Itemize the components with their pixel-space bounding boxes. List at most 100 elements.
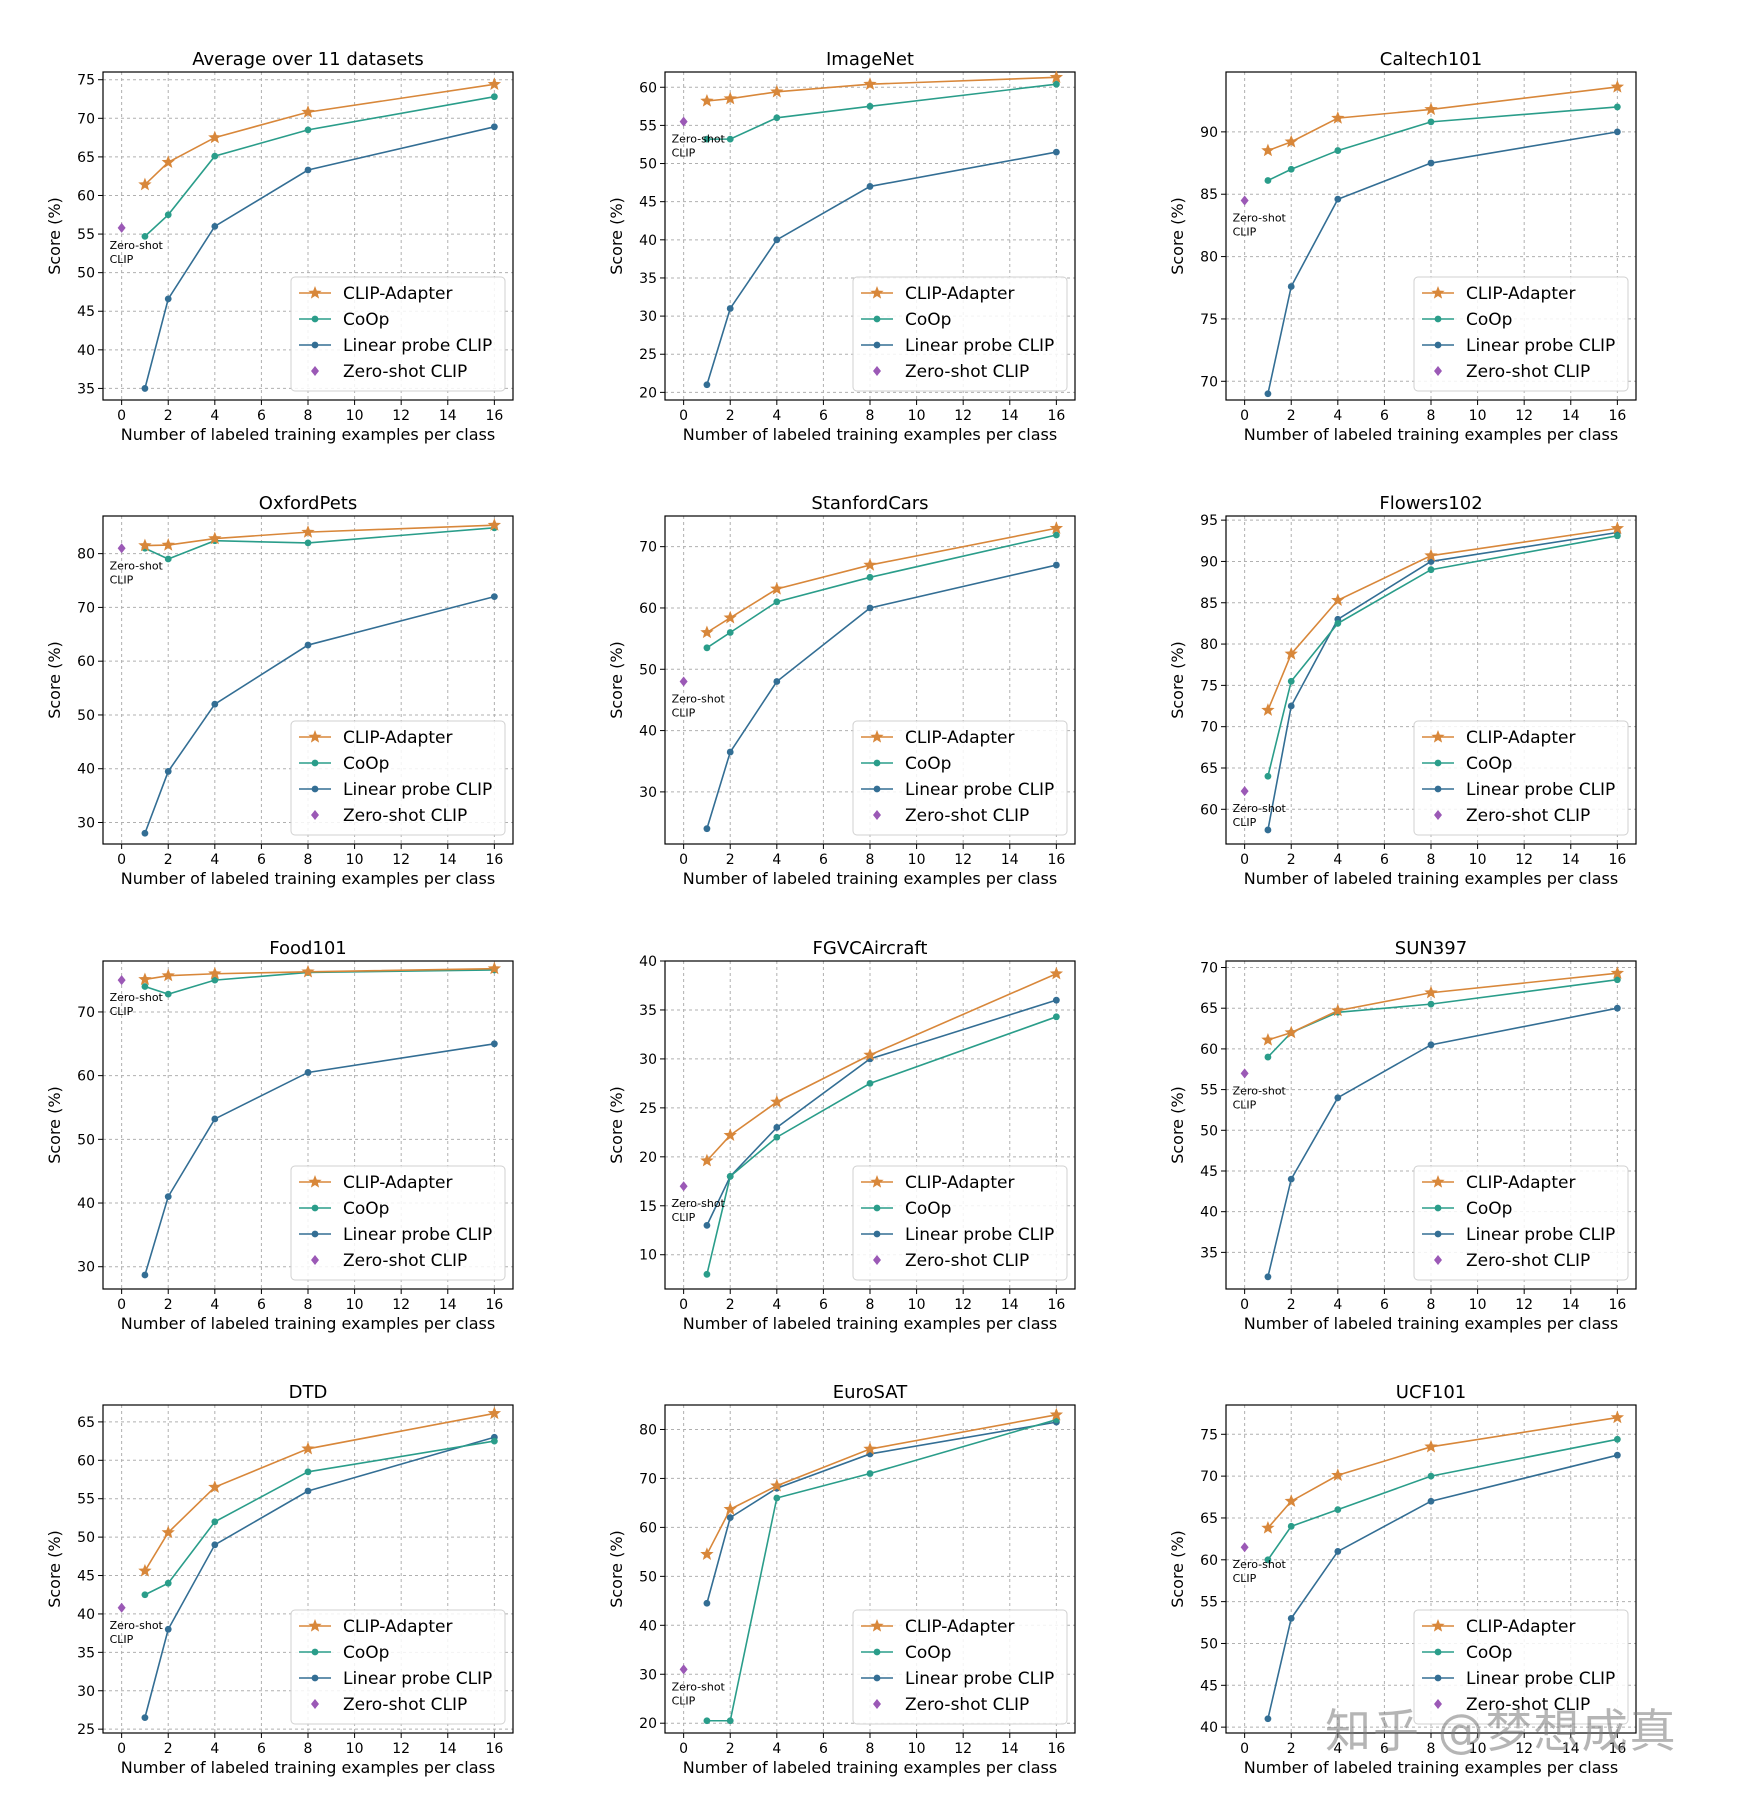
x-tick-label: 12 xyxy=(392,852,410,868)
x-tick-label: 6 xyxy=(819,408,828,424)
x-tick-label: 12 xyxy=(1515,1297,1533,1313)
y-tick-label: 10 xyxy=(639,1248,657,1264)
data-point-coop xyxy=(1427,118,1435,126)
data-point-clip-adapter xyxy=(301,105,315,118)
legend-marker-zero-shot xyxy=(873,1699,881,1709)
x-tick-label: 8 xyxy=(866,1741,875,1757)
data-point-linear-probe xyxy=(773,678,781,685)
data-point-zero-shot xyxy=(679,676,688,687)
x-tick-label: 6 xyxy=(257,1297,266,1313)
data-point-clip-adapter xyxy=(487,77,502,91)
y-tick-label: 50 xyxy=(1200,1123,1218,1139)
data-point-linear-probe xyxy=(1613,1004,1621,1012)
data-point-clip-adapter xyxy=(1261,1032,1275,1046)
y-tick-label: 30 xyxy=(639,309,657,325)
legend-label: CoOp xyxy=(1466,1199,1512,1219)
legend-label: Zero-shot CLIP xyxy=(1466,362,1590,382)
x-tick-label: 14 xyxy=(1001,408,1019,424)
data-point-zero-shot xyxy=(1240,1068,1249,1079)
legend-label: CoOp xyxy=(1466,310,1512,330)
x-tick-label: 0 xyxy=(117,1297,126,1313)
zero-shot-annotation: Zero-shot xyxy=(672,1197,726,1210)
series-line-clip-adapter xyxy=(706,527,1057,634)
data-point-coop xyxy=(141,232,149,240)
data-point-coop xyxy=(1613,103,1621,111)
series-line-clip-adapter xyxy=(706,972,1057,1162)
legend-marker-coop xyxy=(873,1648,881,1656)
y-tick-label: 30 xyxy=(77,1260,95,1276)
legend-label: CLIP-Adapter xyxy=(343,284,452,304)
x-tick-label: 2 xyxy=(164,1741,173,1757)
zero-shot-annotation: CLIP xyxy=(1233,1098,1257,1111)
x-axis-label: Number of labeled training examples per … xyxy=(683,425,1057,444)
data-point-linear-probe xyxy=(1052,561,1060,569)
data-point-zero-shot xyxy=(117,1602,126,1613)
data-point-clip-adapter xyxy=(700,625,714,639)
x-axis-label: Number of labeled training examples per … xyxy=(1244,869,1618,888)
y-axis-label: Score (%) xyxy=(1168,197,1187,275)
legend-marker-coop xyxy=(311,1204,319,1212)
legend-marker-clip-adapter xyxy=(1431,730,1445,743)
data-point-linear-probe xyxy=(1427,159,1435,167)
legend-label: CLIP-Adapter xyxy=(905,284,1014,304)
data-point-coop xyxy=(1264,177,1272,184)
subplot-fgvcaircraft: 0 2 4 6 8 10 12 14 16 10 15 20 25 30 35 40 FGVCAircraft N… xyxy=(607,938,1076,1333)
legend-label: Linear probe CLIP xyxy=(905,780,1054,800)
data-point-clip-adapter xyxy=(863,1047,877,1061)
legend-marker-coop xyxy=(1434,759,1442,767)
subplot-imagenet: 0 2 4 6 8 10 12 14 16 20 25 30 35 40 45 50 55 60 ImageNet N… xyxy=(607,49,1076,444)
y-tick-label: 70 xyxy=(1200,1469,1218,1485)
data-point-linear-probe xyxy=(1264,1715,1272,1723)
data-point-linear-probe xyxy=(141,829,149,837)
data-point-linear-probe xyxy=(211,700,219,708)
zero-shot-annotation: CLIP xyxy=(1233,225,1257,238)
x-tick-label: 0 xyxy=(117,852,126,868)
data-point-coop xyxy=(726,629,734,636)
x-tick-label: 12 xyxy=(392,1741,410,1757)
data-point-linear-probe xyxy=(304,166,312,174)
y-tick-label: 65 xyxy=(1200,1001,1218,1017)
data-point-clip-adapter xyxy=(208,531,222,545)
x-tick-label: 10 xyxy=(908,1741,926,1757)
y-tick-label: 60 xyxy=(639,601,657,617)
chart-title: Flowers102 xyxy=(1379,493,1482,514)
series-line-clip-adapter xyxy=(1267,527,1618,711)
y-tick-label: 40 xyxy=(77,1196,95,1212)
x-axis-label: Number of labeled training examples per … xyxy=(121,1314,495,1333)
legend-label: CoOp xyxy=(905,754,951,774)
data-point-linear-probe xyxy=(1334,1094,1342,1102)
legend-marker-linear-probe xyxy=(311,785,319,793)
data-point-linear-probe xyxy=(1052,996,1060,1004)
y-tick-label: 85 xyxy=(1200,187,1218,203)
data-point-coop xyxy=(1052,80,1060,88)
x-axis-label: Number of labeled training examples per … xyxy=(1244,425,1618,444)
subplot-sun397: 0 2 4 6 8 10 12 14 16 35 40 45 50 55 60 65 70 SUN397 Numbe… xyxy=(1168,938,1637,1333)
x-tick-label: 4 xyxy=(1333,852,1342,868)
series-line-coop xyxy=(144,1440,495,1596)
legend-marker-linear-probe xyxy=(873,785,881,793)
data-point-coop xyxy=(304,539,312,547)
data-point-clip-adapter xyxy=(1284,134,1298,148)
x-tick-label: 16 xyxy=(485,408,503,424)
data-point-clip-adapter xyxy=(1331,593,1345,606)
legend-label: CLIP-Adapter xyxy=(343,1617,452,1637)
y-axis-label: Score (%) xyxy=(1168,1530,1187,1608)
data-point-clip-adapter xyxy=(161,968,175,982)
y-axis-label: Score (%) xyxy=(1168,1086,1187,1164)
data-point-coop xyxy=(1334,620,1342,627)
legend-label: CoOp xyxy=(1466,754,1512,774)
y-tick-label: 30 xyxy=(77,1684,95,1700)
data-point-clip-adapter xyxy=(208,1480,222,1493)
legend-label: CoOp xyxy=(905,310,951,330)
x-tick-label: 8 xyxy=(304,1297,313,1313)
x-tick-label: 8 xyxy=(866,852,875,868)
legend-marker-clip-adapter xyxy=(308,286,322,299)
data-point-coop xyxy=(866,1079,874,1087)
legend-marker-zero-shot xyxy=(873,366,881,376)
y-tick-label: 25 xyxy=(639,347,657,363)
data-point-clip-adapter xyxy=(1049,1407,1064,1421)
data-point-coop xyxy=(141,983,149,990)
data-point-clip-adapter xyxy=(208,130,222,144)
chart-title: Average over 11 datasets xyxy=(192,49,424,70)
